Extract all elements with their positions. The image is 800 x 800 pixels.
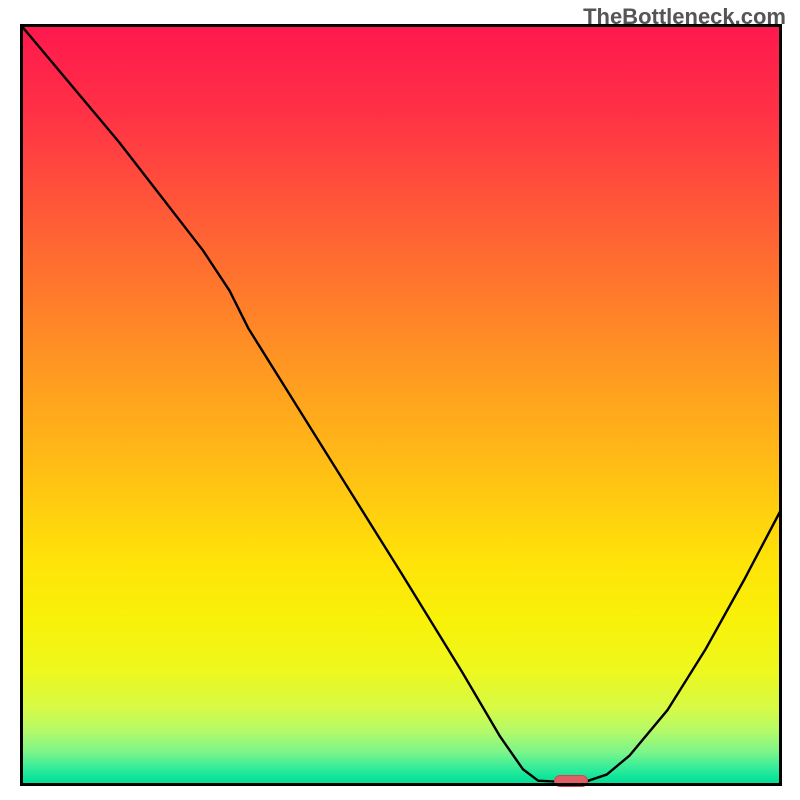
plot-area bbox=[20, 24, 782, 786]
optimum-marker bbox=[554, 775, 588, 787]
background-gradient bbox=[20, 24, 782, 786]
chart-container: TheBottleneck.com bbox=[0, 0, 800, 800]
